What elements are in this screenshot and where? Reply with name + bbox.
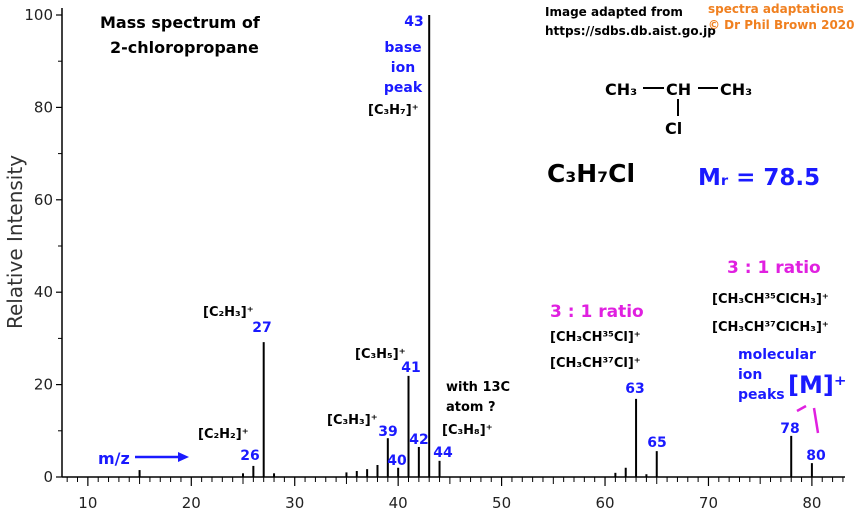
x-axis-label: m/z (98, 449, 130, 468)
annotation: [C₃H₈]⁺ (442, 423, 493, 438)
annotation: spectra adaptations (708, 2, 844, 16)
peak-label: 40 (387, 453, 407, 469)
annotation: CH (666, 80, 691, 99)
annotation: molecular (738, 347, 816, 363)
annotation: atom ? (446, 400, 496, 415)
x-tick-label: 50 (492, 494, 511, 512)
peak-label: 26 (240, 448, 259, 464)
annotation: CH₃ (605, 80, 637, 99)
annotation: [CH₃CH³⁷Cl]⁺ (550, 356, 641, 371)
annotation: https://sdbs.db.aist.go.jp (545, 24, 716, 38)
annotation: 3 : 1 ratio (727, 258, 821, 278)
x-tick-label: 40 (389, 494, 408, 512)
x-tick-label: 30 (285, 494, 304, 512)
annotation: [CH₃CH³⁵ClCH₃]⁺ (712, 292, 829, 307)
y-axis-label: Relative Intensity (3, 155, 27, 329)
peak-label: 43 (404, 14, 423, 30)
y-tick-label: 20 (34, 376, 53, 394)
annotation: [CH₃CH³⁷ClCH₃]⁺ (712, 320, 829, 335)
annotation: CH₃ (720, 80, 752, 99)
peak-label: 44 (433, 445, 453, 461)
annotation: [C₃H₅]⁺ (355, 347, 406, 362)
annotation: [M]⁺ (788, 371, 847, 399)
annotation: base (384, 40, 421, 56)
annotation: [C₂H₂]⁺ (198, 427, 249, 442)
chart-title: Mass spectrum of (100, 13, 261, 32)
y-tick-label: 100 (24, 6, 53, 24)
x-tick-label: 20 (182, 494, 201, 512)
x-tick-label: 80 (802, 494, 821, 512)
annotation: with 13C (446, 380, 510, 395)
chart-title: 2-chloropropane (110, 38, 259, 57)
y-tick-label: 80 (34, 98, 53, 116)
peak-label: 39 (378, 424, 397, 440)
annotation: C₃H₇Cl (547, 159, 635, 188)
annotation: [C₂H₃]⁺ (203, 305, 254, 320)
annotation: peak (384, 80, 423, 96)
annotation: [C₃H₇]⁺ (368, 103, 419, 118)
annotation: [CH₃CH³⁵Cl]⁺ (550, 330, 641, 345)
pointer (812, 407, 820, 434)
annotation: Image adapted from (545, 5, 683, 19)
annotation: [C₃H₃]⁺ (327, 413, 378, 428)
peak-label: 80 (806, 448, 826, 464)
annotation: ion (738, 367, 762, 383)
annotation: Cl (665, 119, 682, 138)
peak-label: 42 (409, 432, 428, 448)
peak-label: 63 (625, 381, 644, 397)
peak-label: 65 (647, 435, 666, 451)
annotation: ion (391, 60, 415, 76)
peak-label: 78 (780, 421, 799, 437)
y-tick-label: 0 (43, 468, 53, 486)
annotation: 3 : 1 ratio (550, 302, 644, 322)
annotation: peaks (738, 387, 785, 403)
y-tick-label: 60 (34, 191, 53, 209)
pointer (796, 404, 807, 413)
arrow-head (178, 452, 189, 462)
annotation: Mᵣ = 78.5 (698, 165, 820, 191)
peak-label: 41 (401, 360, 420, 376)
y-tick-label: 40 (34, 283, 53, 301)
peak-label: 27 (252, 320, 271, 336)
annotation: © Dr Phil Brown 2020 (708, 18, 855, 32)
x-tick-label: 70 (699, 494, 718, 512)
x-tick-label: 60 (595, 494, 614, 512)
x-tick-label: 10 (78, 494, 97, 512)
